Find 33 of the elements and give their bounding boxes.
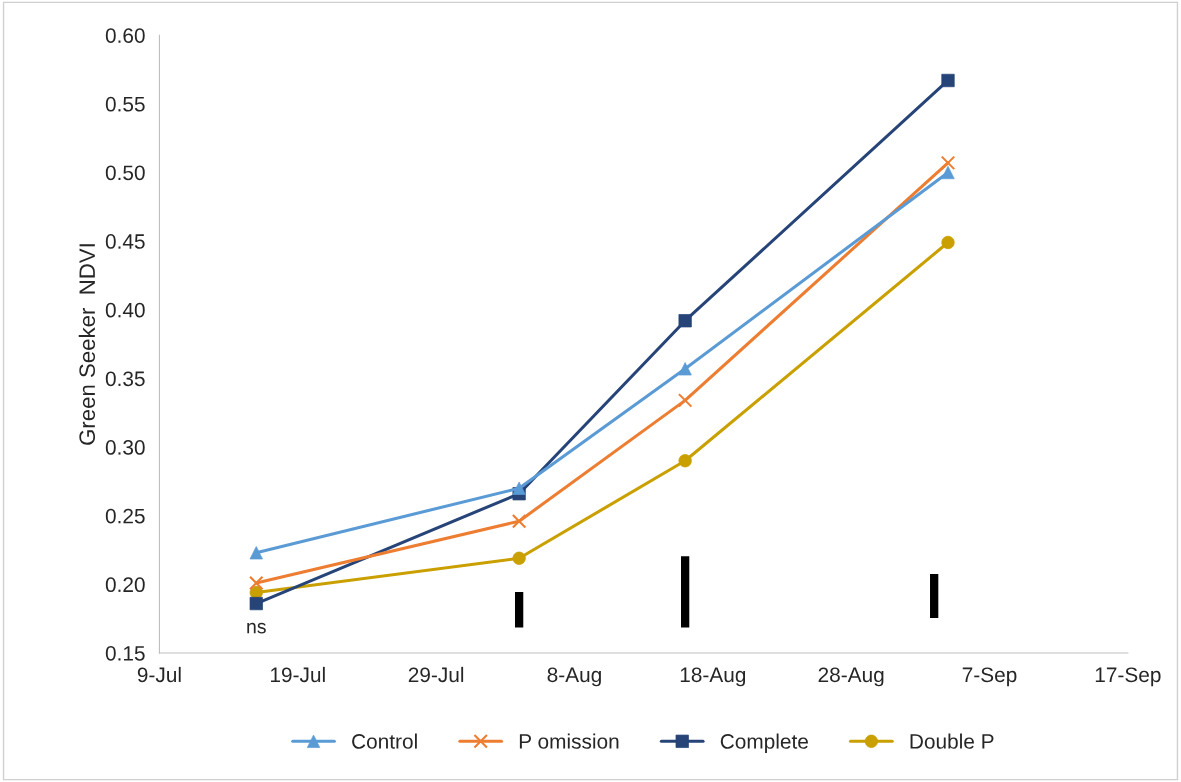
point (941, 73, 955, 88)
x-tick-label: 17-Sep (1095, 667, 1161, 687)
y-tick-label: 0.55 (105, 96, 145, 112)
y-tick-label: 0.45 (105, 234, 145, 249)
x-tick-label: 19-Jul (271, 666, 325, 683)
y-tick-label: 0.60 (105, 28, 145, 43)
point (249, 596, 263, 611)
x-tick-label: 9-Jul (137, 666, 181, 683)
y-axis-title: Green Seeker NDVI (78, 244, 96, 445)
bar (679, 554, 691, 629)
legend-label: Double P (910, 733, 994, 749)
point (248, 575, 264, 591)
y-tick-label: 0.20 (105, 577, 145, 593)
legend-label: P omission (519, 733, 619, 749)
legend-label: Complete (720, 733, 808, 753)
x-tick-label: 18-Aug (680, 667, 746, 687)
x-tick-label: 8-Aug (547, 667, 601, 687)
point (511, 513, 527, 529)
y-tick-label: 0.35 (105, 371, 145, 387)
y-tick-label: 0.25 (105, 508, 145, 524)
y-tick-label: 0.40 (105, 302, 145, 318)
bar (928, 572, 940, 620)
y-tick-label: 0.30 (105, 440, 145, 455)
y-tick-label: 0.15 (105, 645, 145, 661)
x-tick-label: 7-Sep (962, 667, 1017, 687)
point (677, 393, 693, 408)
x-tick-label: 28-Aug (818, 667, 884, 687)
x-tick-label: 29-Jul (408, 666, 464, 683)
y-tick-label: 0.50 (105, 165, 145, 181)
legend-label: Control (352, 733, 417, 749)
annotation: ns (247, 622, 266, 634)
bar (513, 590, 525, 629)
point (940, 155, 956, 171)
